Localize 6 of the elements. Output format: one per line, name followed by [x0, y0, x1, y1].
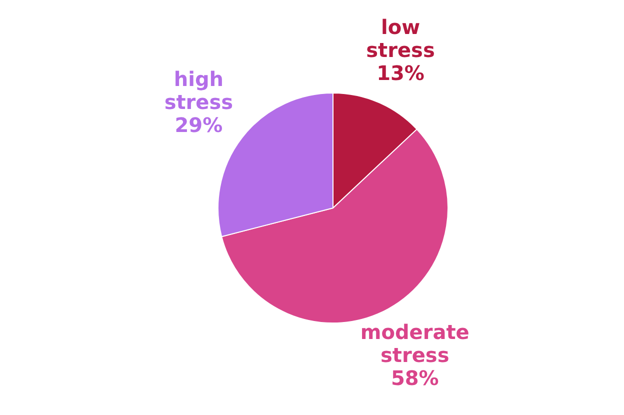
slice-label: moderate stress — [360, 320, 470, 368]
data-label: 58% — [390, 366, 439, 390]
slice-label: low stress — [366, 15, 435, 62]
data-label: 13% — [376, 61, 424, 86]
data-label: 29% — [174, 113, 223, 138]
slice-label: high stress — [164, 67, 234, 114]
